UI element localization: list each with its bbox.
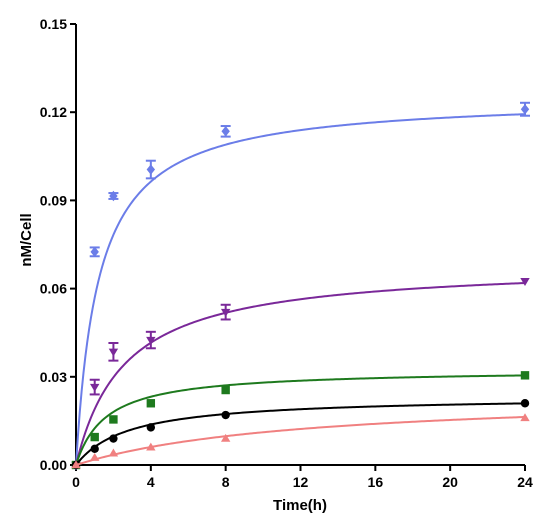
data-point <box>90 452 100 461</box>
y-tick-label: 0.12 <box>40 104 67 120</box>
data-point <box>146 164 156 175</box>
data-point <box>109 415 118 424</box>
y-tick-label: 0.00 <box>40 457 67 473</box>
data-point <box>146 336 156 345</box>
x-axis-title: Time(h) <box>273 497 327 514</box>
data-point <box>220 433 231 442</box>
data-point <box>90 432 99 442</box>
data-point <box>520 104 530 115</box>
x-ticks: 0 4 8 12 16 20 24 <box>72 465 533 490</box>
series-line <box>75 113 526 466</box>
x-tick-label: 20 <box>442 474 458 490</box>
data-point <box>90 246 99 258</box>
data-point <box>146 423 156 432</box>
series <box>71 101 530 471</box>
data-point <box>221 385 230 395</box>
data-point <box>71 460 81 469</box>
series <box>71 278 530 470</box>
series-line <box>75 415 526 466</box>
data-point <box>90 383 100 392</box>
data-point <box>109 190 118 202</box>
data-point <box>90 444 99 454</box>
y-tick-label: 0.03 <box>40 369 67 385</box>
data-point <box>109 434 118 443</box>
series <box>71 413 530 469</box>
series-layer <box>71 101 530 471</box>
series-line <box>75 374 526 466</box>
data-point <box>221 410 230 420</box>
data-point <box>520 278 530 286</box>
y-tick-label: 0.15 <box>40 16 67 32</box>
data-point <box>146 399 156 408</box>
data-point <box>221 126 230 137</box>
data-point <box>520 399 530 408</box>
plot-area: 0.00 0.03 0.06 0.09 0.12 0.15 0 4 8 12 16 20 24 <box>40 16 533 490</box>
x-tick-label: 0 <box>72 474 80 490</box>
data-point <box>220 308 231 317</box>
data-point <box>520 413 530 422</box>
y-tick-label: 0.06 <box>40 281 67 297</box>
data-point <box>108 448 119 457</box>
x-tick-label: 16 <box>368 474 384 490</box>
series-line <box>75 282 526 466</box>
x-tick-label: 12 <box>293 474 309 490</box>
series <box>71 399 530 470</box>
data-point <box>146 442 156 451</box>
y-tick-label: 0.09 <box>40 192 67 208</box>
x-tick-label: 8 <box>222 474 230 490</box>
x-tick-label: 24 <box>517 474 533 490</box>
y-ticks: 0.00 0.03 0.06 0.09 0.12 0.15 <box>40 16 76 473</box>
x-tick-label: 4 <box>147 474 155 490</box>
y-axis-title: nM/Cell <box>18 213 35 266</box>
data-point <box>520 371 530 380</box>
series-line <box>75 402 526 466</box>
data-point <box>108 348 119 357</box>
